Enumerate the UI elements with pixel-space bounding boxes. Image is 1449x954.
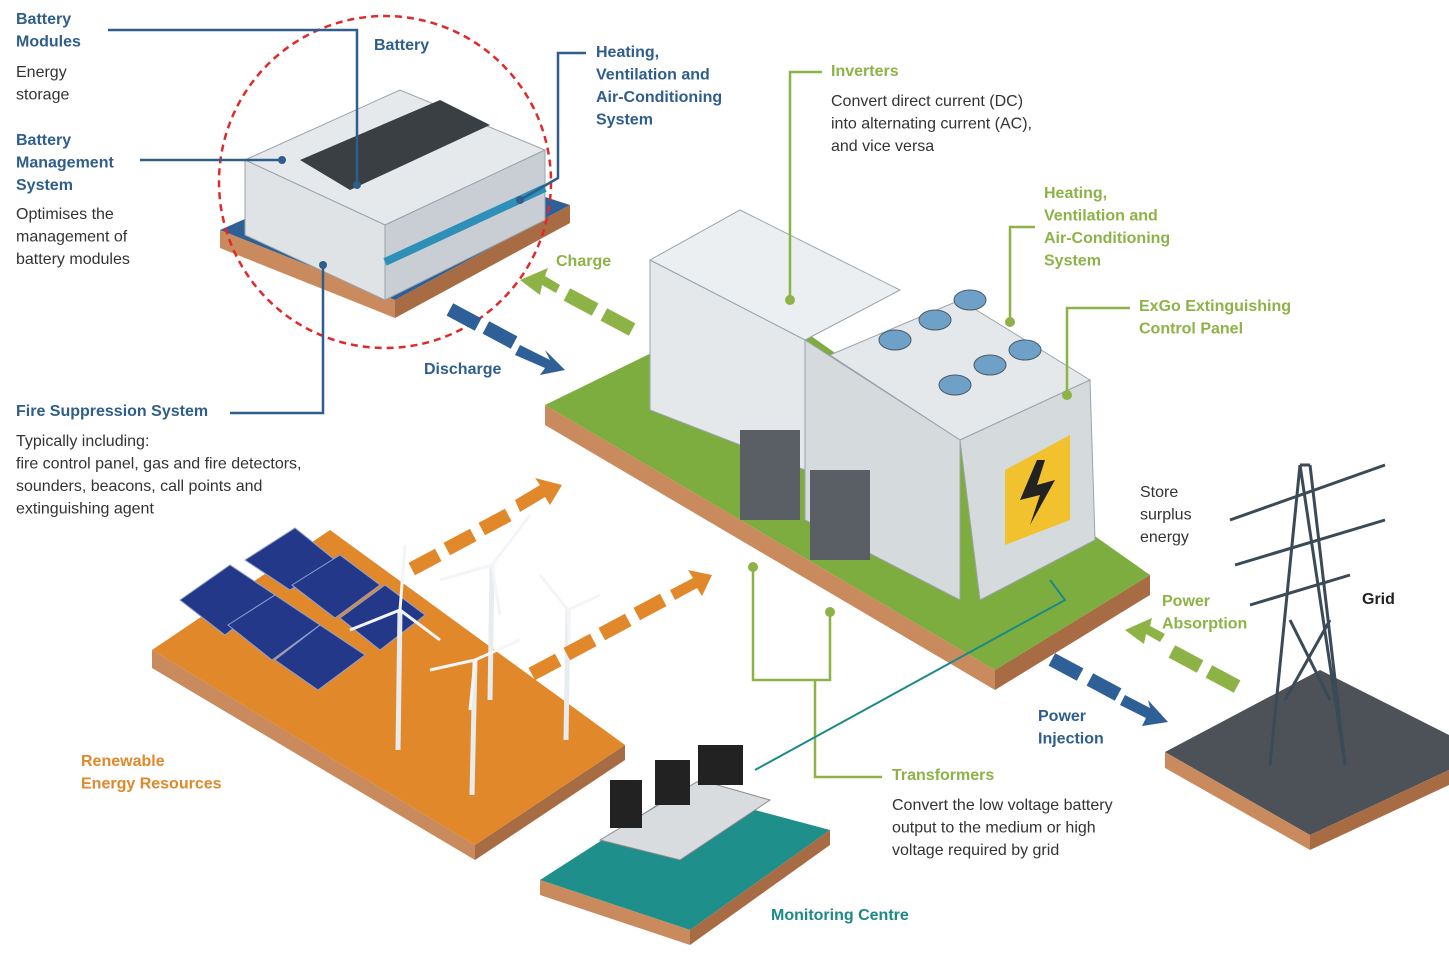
callout-title: Battery (16, 132, 71, 149)
callout-title: Ventilation and (596, 67, 710, 84)
callout-text: storage (16, 87, 69, 104)
callout-text: voltage required by grid (892, 842, 1059, 859)
callout-title: Air-Conditioning (1044, 230, 1170, 247)
callout-text: and vice versa (831, 138, 934, 155)
scene (152, 16, 1449, 945)
callout-text: output to the medium or high (892, 820, 1096, 837)
callout-text: extinguishing agent (16, 501, 154, 518)
scene-label: energy (1140, 529, 1189, 546)
callout-title: Transformers (892, 767, 994, 784)
scene-label: Renewable (81, 753, 165, 770)
callout-title: Ventilation and (1044, 208, 1158, 225)
callout-title: System (16, 177, 73, 194)
scene-label: Monitoring Centre (771, 907, 909, 924)
callout-title: Modules (16, 34, 81, 51)
callout-title: System (1044, 253, 1101, 270)
scene-label: Grid (1362, 591, 1395, 608)
scene-label: Power (1162, 593, 1210, 610)
callout-text: Optimises the (16, 206, 114, 223)
callout-text: Convert direct current (DC) (831, 93, 1023, 110)
callout-text: fire control panel, gas and fire detecto… (16, 456, 302, 473)
callout-title: Control Panel (1139, 321, 1243, 338)
callout-title: Heating, (1044, 185, 1107, 202)
callout-text: Convert the low voltage battery (892, 797, 1113, 814)
callout-title: Inverters (831, 63, 899, 80)
callout-text: into alternating current (AC), (831, 116, 1032, 133)
callout-text: Typically including: (16, 433, 149, 450)
scene-label: Battery (374, 37, 429, 54)
scene-label: Energy Resources (81, 776, 222, 793)
scene-label: Store (1140, 484, 1178, 501)
scene-label: Absorption (1162, 616, 1247, 633)
callout-title: System (596, 112, 653, 129)
diagram: Battery Modules Energy storage Battery Manage… (0, 0, 1449, 954)
callout-text: battery modules (16, 251, 130, 268)
scene-label: surplus (1140, 507, 1192, 524)
callout-text: Energy (16, 64, 67, 81)
scene-label: Discharge (424, 361, 501, 378)
callout-text: management of (16, 229, 128, 246)
callout-title: Battery (16, 11, 71, 28)
scene-label: Power (1038, 708, 1086, 725)
callout-title: Air-Conditioning (596, 89, 722, 106)
scene-label: Charge (556, 253, 611, 270)
callout-title: Fire Suppression System (16, 403, 208, 420)
callout-title: ExGo Extinguishing (1139, 298, 1291, 315)
scene-label: Injection (1038, 731, 1104, 748)
callout-text: sounders, beacons, call points and (16, 478, 262, 495)
callout-title: Management (16, 155, 114, 172)
callout-title: Heating, (596, 44, 659, 61)
